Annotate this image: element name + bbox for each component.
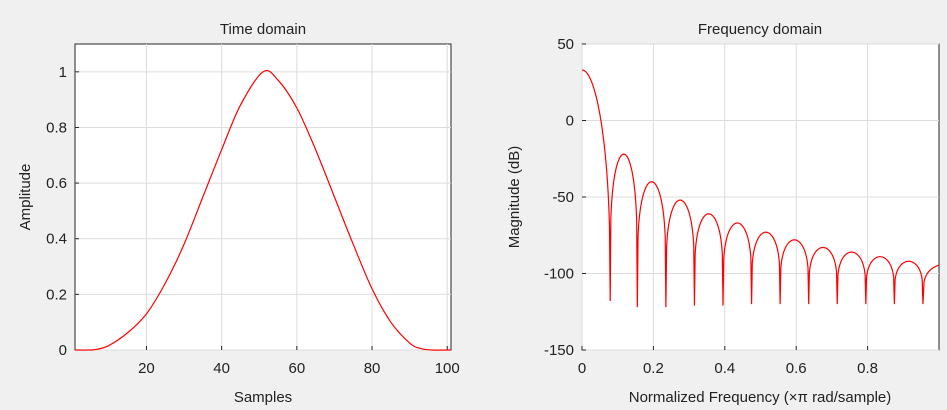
time-xtick-label: 60 xyxy=(288,360,305,377)
time-grid xyxy=(75,44,451,351)
time-ytick-label: 0 xyxy=(59,342,67,359)
time-title: Time domain xyxy=(220,21,306,38)
frequency-series-line xyxy=(581,69,939,308)
time-xtick-label: 40 xyxy=(213,360,230,377)
time-ytick-label: 1 xyxy=(59,64,67,81)
freq-xtick-label: 0.6 xyxy=(786,360,807,377)
time-domain-chart: 20 40 60 80 100 0 0.2 0.4 0.6 0.8 1 Time domain Sa… xyxy=(17,21,460,406)
freq-xtick-label: 0.4 xyxy=(714,360,735,377)
freq-ytick-label: -100 xyxy=(544,266,574,283)
time-ticks: 20 40 60 80 100 0 0.2 0.4 0.6 0.8 1 xyxy=(46,64,460,377)
time-xtick-label: 20 xyxy=(138,360,155,377)
freq-xtick-label: 0.2 xyxy=(643,360,664,377)
time-series-line xyxy=(74,69,452,351)
freq-ticks: 0 0.2 0.4 0.6 0.8 -150 -100 -50 0 50 xyxy=(544,36,878,377)
time-xlabel: Samples xyxy=(234,389,292,406)
time-ytick-label: 0.8 xyxy=(46,119,67,136)
time-ytick-label: 0.2 xyxy=(46,286,67,303)
freq-ylabel: Magnitude (dB) xyxy=(506,146,523,249)
time-trace xyxy=(74,69,452,351)
freq-grid xyxy=(581,43,939,351)
freq-trace xyxy=(581,69,939,308)
time-plot-area xyxy=(74,43,452,351)
time-xtick-label: 100 xyxy=(435,360,460,377)
time-ylabel: Amplitude xyxy=(17,164,34,231)
freq-xlabel: Normalized Frequency (×π rad/sample) xyxy=(629,389,892,406)
time-ytick-label: 0.4 xyxy=(46,231,67,248)
freq-title: Frequency domain xyxy=(698,21,822,38)
freq-ytick-label: 0 xyxy=(566,113,574,130)
time-xtick-label: 80 xyxy=(364,360,381,377)
freq-xtick-label: 0 xyxy=(578,360,586,377)
freq-ytick-label: -50 xyxy=(552,189,574,206)
time-ytick-label: 0.6 xyxy=(46,175,67,192)
freq-ytick-label: 50 xyxy=(557,36,574,53)
freq-ytick-label: -150 xyxy=(544,342,574,359)
frequency-domain-chart: 0 0.2 0.4 0.6 0.8 -150 -100 -50 0 50 Frequency do… xyxy=(506,21,940,406)
freq-xtick-label: 0.8 xyxy=(857,360,878,377)
